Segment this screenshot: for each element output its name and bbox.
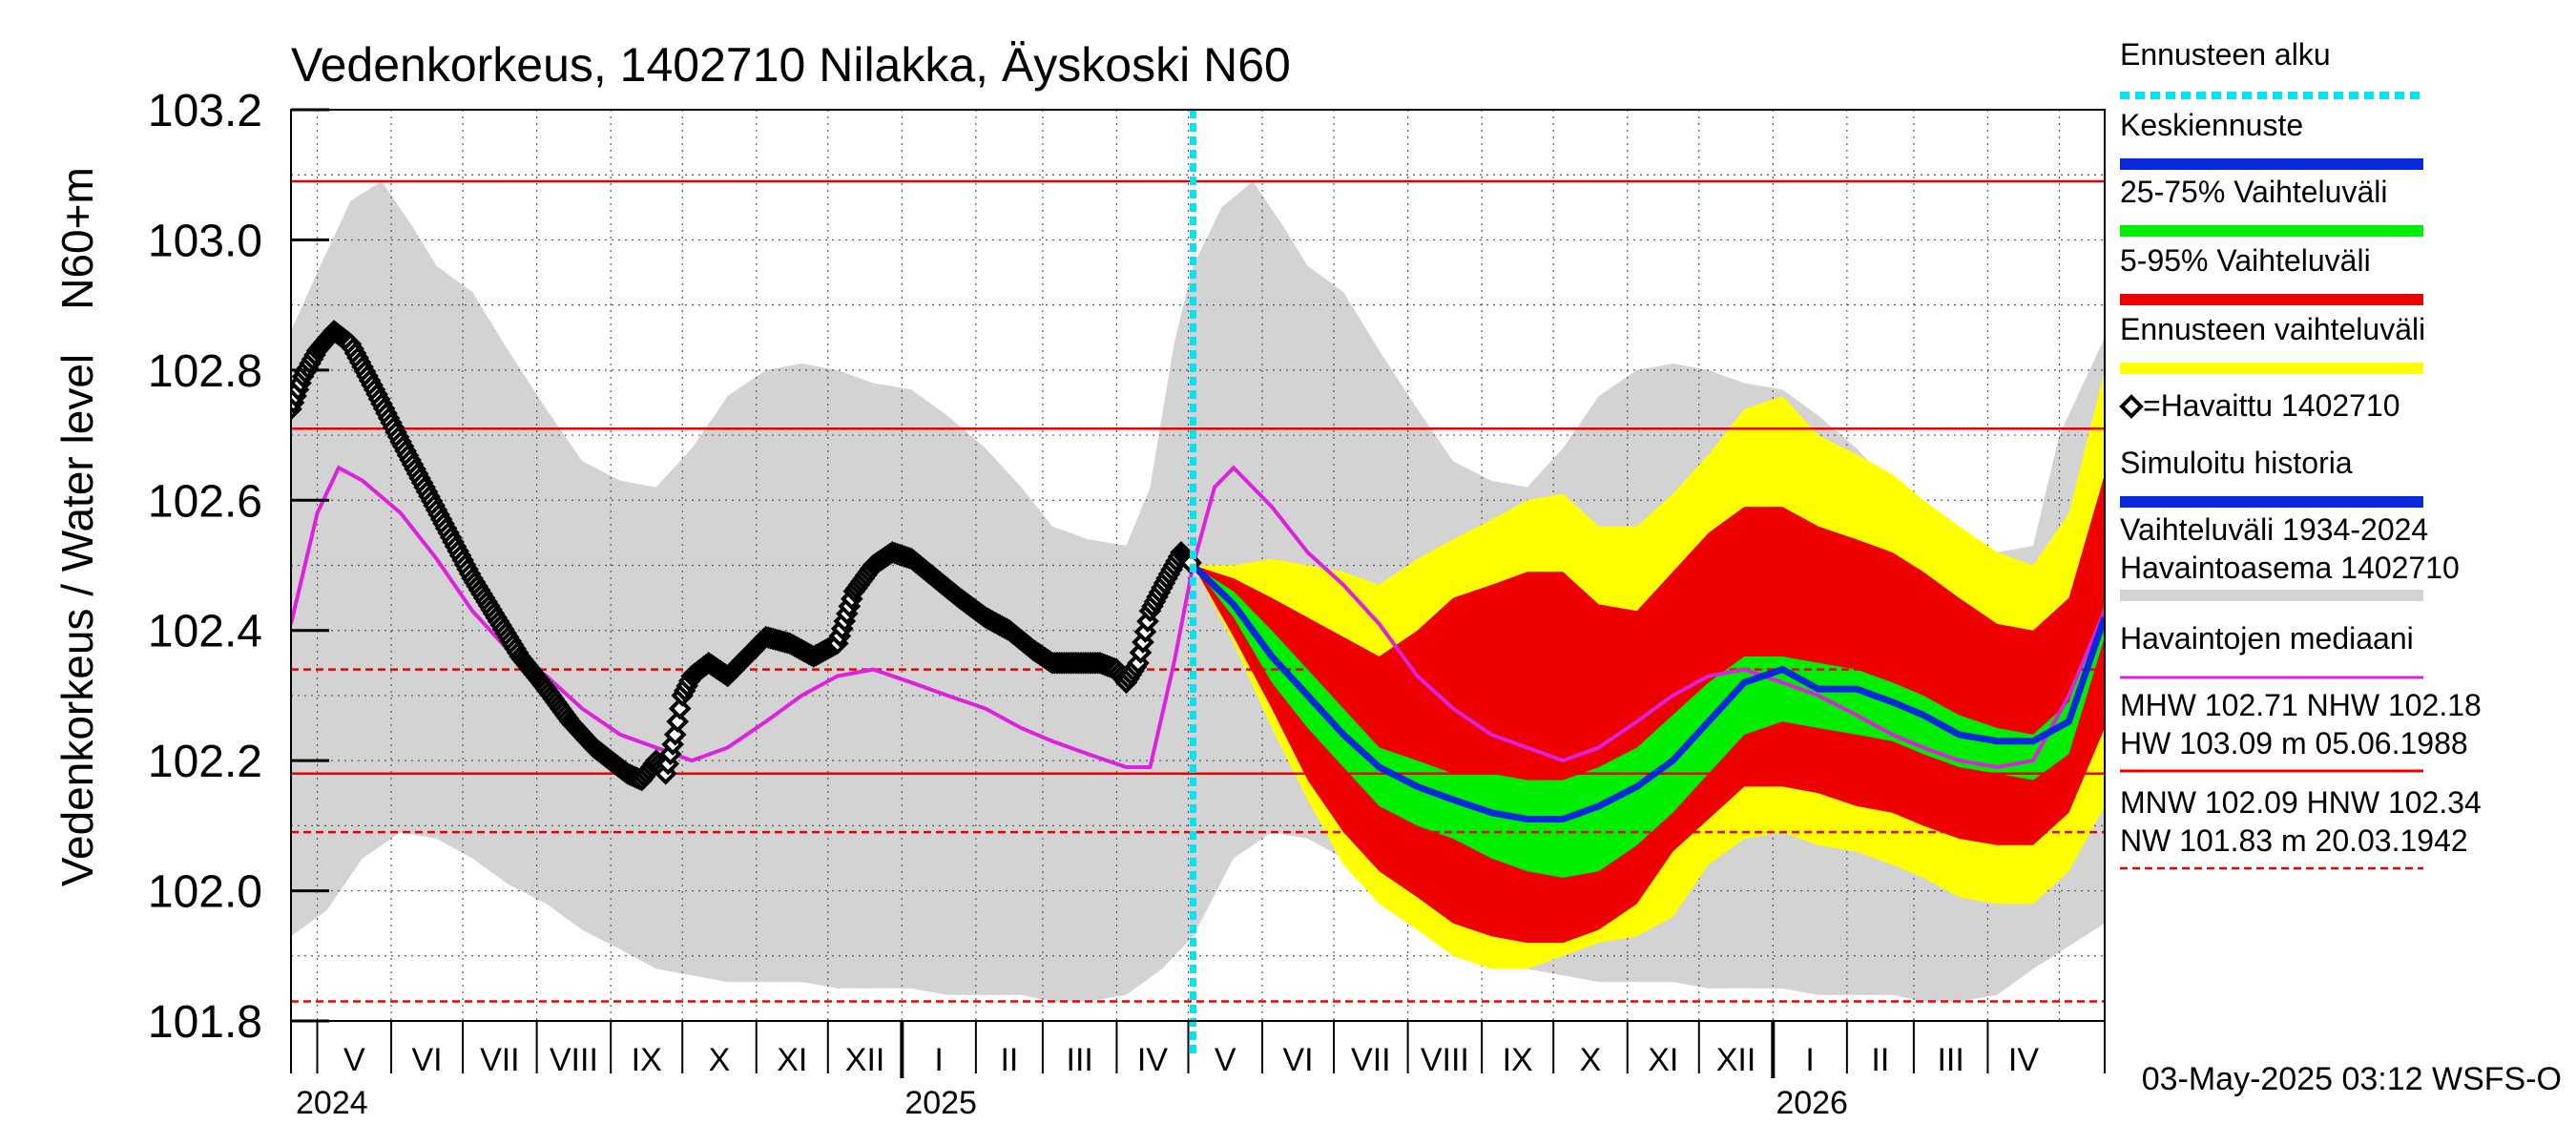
legend-item: MHW 102.71 NHW 102.18 HW 103.09 m 05.06.1… — [2120, 688, 2482, 773]
mean-forecast-line — [1191, 562, 2105, 822]
y-tick-label: 102.2 — [148, 737, 262, 787]
year-label: 2024 — [296, 1085, 368, 1121]
median-line — [291, 465, 2105, 770]
year-label: 2025 — [904, 1085, 977, 1121]
month-tick-label: VIII — [1421, 1042, 1469, 1078]
legend-item: 5-95% Vaihteluväli — [2120, 243, 2423, 305]
month-tick-label: III — [1067, 1042, 1093, 1078]
y-tick-label: 102.6 — [148, 476, 262, 527]
y-axis-unit: N60+m — [52, 167, 102, 310]
y-tick-label: 101.8 — [148, 997, 262, 1048]
chart-title: Vedenkorkeus, 1402710 Nilakka, Äyskoski … — [291, 38, 1291, 92]
forecast-25-75-band — [1193, 565, 2105, 878]
axes: 103.2 103.0 102.8 102.6 102.4 102.2 102.0 101.8… — [148, 86, 2106, 1121]
month-tick-label: XII — [1716, 1042, 1756, 1078]
month-tick-label: VI — [412, 1042, 443, 1078]
legend-item: Simuloitu historia — [2120, 446, 2423, 508]
month-tick-label: VII — [1351, 1042, 1391, 1078]
legend-label: =Havaittu 1402710 — [2143, 388, 2400, 423]
legend-label: Keskiennuste — [2120, 108, 2303, 142]
legend-observed-marker — [2119, 394, 2144, 419]
legend-item: Ennusteen vaihteluväli — [2120, 312, 2425, 374]
month-tick-label: IX — [1503, 1042, 1533, 1078]
y-tick-label: 102.4 — [148, 607, 262, 657]
legend-label: MHW 102.71 NHW 102.18 — [2120, 688, 2482, 722]
month-tick-label: VII — [480, 1042, 520, 1078]
month-tick-label: IX — [632, 1042, 662, 1078]
legend-label: Ennusteen vaihteluväli — [2120, 312, 2425, 346]
month-tick-label: II — [1871, 1042, 1889, 1078]
legend: Ennusteen alku Keskiennuste 25-75% Vaihtel… — [2119, 37, 2482, 870]
footer-timestamp: 03-May-2025 03:12 WSFS-O — [2142, 1061, 2562, 1097]
y-tick-label: 102.0 — [148, 867, 262, 918]
observed-markers — [291, 320, 1202, 792]
legend-item: 25-75% Vaihteluväli — [2120, 175, 2423, 237]
legend-label-line2: HW 103.09 m 05.06.1988 — [2120, 726, 2468, 760]
legend-item: Vaihteluväli 1934-2024 Havaintoasema 140… — [2120, 512, 2460, 601]
legend-label: Havaintojen mediaani — [2120, 621, 2414, 656]
month-tick-label: VI — [1282, 1042, 1313, 1078]
y-tick-label: 103.0 — [148, 216, 262, 266]
legend-label-line2: NW 101.83 m 20.03.1942 — [2120, 823, 2468, 858]
legend-label: Simuloitu historia — [2120, 446, 2353, 480]
legend-item: Havaintojen mediaani — [2120, 621, 2423, 679]
month-tick-label: III — [1937, 1042, 1963, 1078]
y-tick-label: 102.8 — [148, 346, 262, 397]
month-tick-label: X — [709, 1042, 731, 1078]
month-tick-label: X — [1580, 1042, 1602, 1078]
month-tick-label: I — [1805, 1042, 1814, 1078]
y-axis-label: Vedenkorkeus / Water level — [52, 354, 102, 886]
month-tick-label: IV — [1137, 1042, 1168, 1078]
month-tick-label: I — [934, 1042, 943, 1078]
month-tick-label: V — [343, 1042, 365, 1078]
year-label: 2026 — [1776, 1085, 1848, 1121]
legend-label: Ennusteen alku — [2120, 37, 2331, 72]
month-tick-label: IV — [2008, 1042, 2039, 1078]
legend-label: 5-95% Vaihteluväli — [2120, 243, 2371, 278]
y-tick-label: 103.2 — [148, 86, 262, 136]
month-tick-label: XI — [777, 1042, 807, 1078]
legend-item: Ennusteen alku — [2120, 37, 2423, 99]
month-tick-label: II — [1000, 1042, 1018, 1078]
plot-area — [291, 110, 2105, 1021]
legend-item: Keskiennuste — [2120, 108, 2423, 170]
month-tick-label: V — [1215, 1042, 1236, 1078]
legend-label-line2: Havaintoasema 1402710 — [2120, 551, 2460, 585]
legend-label: Vaihteluväli 1934-2024 — [2120, 512, 2428, 547]
month-tick-label: XII — [845, 1042, 885, 1078]
legend-label: MNW 102.09 HNW 102.34 — [2120, 785, 2482, 820]
plot-frame — [290, 109, 2106, 1022]
month-tick-label: VIII — [550, 1042, 598, 1078]
legend-item: =Havaittu 1402710 — [2119, 388, 2400, 423]
legend-label: 25-75% Vaihteluväli — [2120, 175, 2387, 209]
month-tick-label: XI — [1648, 1042, 1678, 1078]
